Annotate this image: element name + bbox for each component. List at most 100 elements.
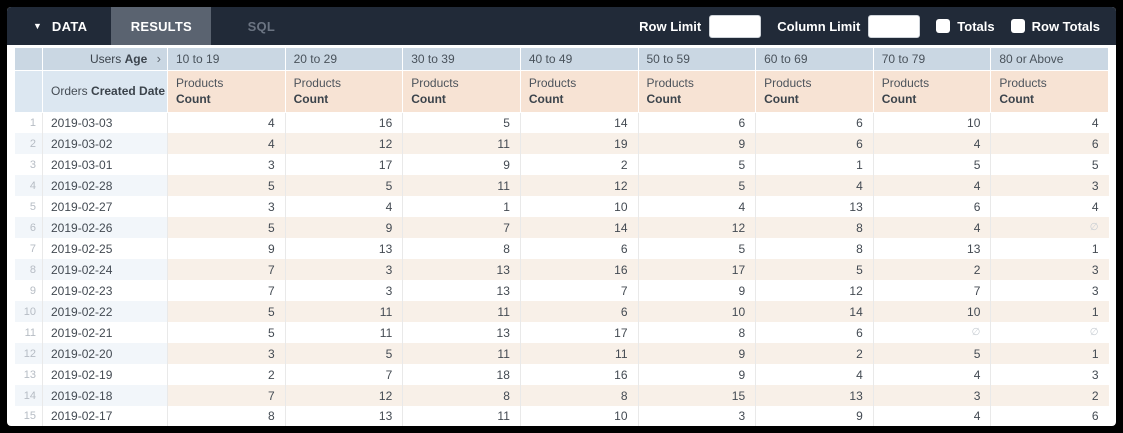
value-cell[interactable]: 3 [167,154,286,175]
value-cell[interactable]: 10 [520,406,639,426]
value-cell[interactable]: 8 [167,406,286,426]
value-cell[interactable]: 4 [167,133,286,154]
value-cell[interactable]: 11 [402,175,521,196]
value-cell[interactable]: 2 [520,154,639,175]
value-cell[interactable]: 5 [873,154,992,175]
value-cell[interactable]: 3 [167,196,286,217]
value-cell[interactable]: 6 [638,112,757,133]
value-cell[interactable]: 13 [285,406,404,426]
measure-header-products-count[interactable]: Products Count [872,69,992,113]
value-cell[interactable]: 12 [285,385,404,406]
value-cell[interactable]: 13 [402,259,521,280]
value-cell[interactable]: 3 [285,259,404,280]
value-cell[interactable]: 17 [638,259,757,280]
value-cell[interactable]: 5 [167,175,286,196]
value-cell[interactable]: 7 [167,259,286,280]
value-cell[interactable]: 10 [638,301,757,322]
value-cell[interactable]: 6 [755,133,874,154]
value-cell[interactable]: 18 [402,364,521,385]
date-cell[interactable]: 2019-02-26 [42,217,168,238]
pivot-column-header-30-to-39[interactable]: 30 to 39 [402,48,521,71]
value-cell[interactable]: 13 [285,238,404,259]
value-cell[interactable]: 10 [873,301,992,322]
date-cell[interactable]: 2019-02-28 [42,175,168,196]
value-cell[interactable]: 1 [1091,241,1099,256]
value-cell[interactable]: 19 [520,133,639,154]
value-cell[interactable]: 3 [285,280,404,301]
value-cell[interactable]: 6 [520,238,639,259]
value-cell[interactable]: 12 [638,217,757,238]
data-section-toggle[interactable]: ▼ DATA [7,7,111,45]
value-cell[interactable]: 8 [402,385,521,406]
value-cell[interactable]: 1 [990,343,1109,364]
value-cell[interactable]: 11 [402,301,521,322]
value-cell[interactable]: 13 [755,196,874,217]
pivot-column-header-10-to-19[interactable]: 10 to 19 [167,48,286,71]
value-cell[interactable]: 2 [167,364,286,385]
value-cell[interactable]: 9 [755,406,874,426]
value-cell[interactable]: 13 [402,322,521,343]
value-cell[interactable]: 6 [520,301,639,322]
value-cell[interactable]: 5 [167,217,286,238]
value-cell[interactable]: 2 [990,385,1109,406]
measure-header-products-count[interactable]: Products Count [637,69,757,113]
date-cell[interactable]: 2019-02-25 [42,238,168,259]
value-cell[interactable]: 14 [755,301,874,322]
value-cell[interactable]: 8 [638,322,757,343]
value-cell[interactable]: 4 [1091,115,1099,130]
value-cell[interactable]: 8 [755,238,874,259]
value-cell[interactable]: 5 [167,301,286,322]
value-cell[interactable]: 9 [638,343,757,364]
totals-checkbox[interactable] [936,19,951,33]
value-cell[interactable]: 5 [167,322,286,343]
value-cell[interactable]: 16 [520,259,639,280]
pivot-column-header-40-to-49[interactable]: 40 to 49 [519,48,639,71]
date-cell[interactable]: 2019-02-21 [42,322,168,343]
value-cell[interactable]: 3 [638,406,757,426]
value-cell[interactable]: 10 [520,196,639,217]
value-cell[interactable]: 5 [285,175,404,196]
value-cell[interactable]: 3 [167,343,286,364]
value-cell[interactable]: 3 [1091,283,1099,298]
value-cell[interactable]: 5 [285,343,404,364]
date-cell[interactable]: 2019-02-20 [42,343,168,364]
value-cell[interactable]: 6 [755,322,874,343]
dimension-header-orders-created-date[interactable]: Orders Created Date∨ [42,69,168,113]
value-cell[interactable]: 9 [285,217,404,238]
value-cell[interactable]: 1 [755,154,874,175]
measure-header-products-count[interactable]: Products Count [755,69,874,113]
column-limit-input[interactable] [868,14,921,38]
value-cell[interactable]: 5 [873,343,992,364]
value-cell[interactable]: 5 [1091,157,1099,172]
value-cell[interactable]: 7 [402,217,521,238]
measure-header-products-count[interactable]: Products Count [284,69,404,113]
value-cell[interactable]: 9 [402,154,521,175]
date-cell[interactable]: 2019-02-24 [42,259,168,280]
value-cell[interactable]: 16 [285,112,404,133]
value-cell[interactable]: 11 [402,343,521,364]
value-cell[interactable]: 16 [520,364,639,385]
value-cell[interactable]: 4 [167,112,286,133]
value-cell[interactable]: 6 [990,406,1109,426]
value-cell[interactable]: 14 [520,112,639,133]
value-cell[interactable]: 9 [638,364,757,385]
pivot-column-header-60-to-69[interactable]: 60 to 69 [755,48,874,71]
value-cell[interactable]: 3 [990,259,1109,280]
value-cell[interactable]: 12 [755,280,874,301]
date-cell[interactable]: 2019-02-27 [42,196,168,217]
value-cell[interactable]: 6 [990,133,1109,154]
value-cell[interactable]: ∅ [990,217,1109,238]
value-cell[interactable]: 7 [167,385,286,406]
value-cell[interactable]: 11 [285,322,404,343]
value-cell[interactable]: 8 [402,238,521,259]
value-cell[interactable]: 13 [402,280,521,301]
value-cell[interactable]: 17 [285,154,404,175]
value-cell[interactable]: 3 [873,385,992,406]
value-cell[interactable]: 6 [873,196,992,217]
value-cell[interactable]: 15 [638,385,757,406]
value-cell[interactable]: ∅ [873,322,992,343]
value-cell[interactable]: 2 [873,259,992,280]
value-cell[interactable]: 5 [638,238,757,259]
value-cell[interactable]: 1 [402,196,521,217]
value-cell[interactable]: 11 [520,343,639,364]
